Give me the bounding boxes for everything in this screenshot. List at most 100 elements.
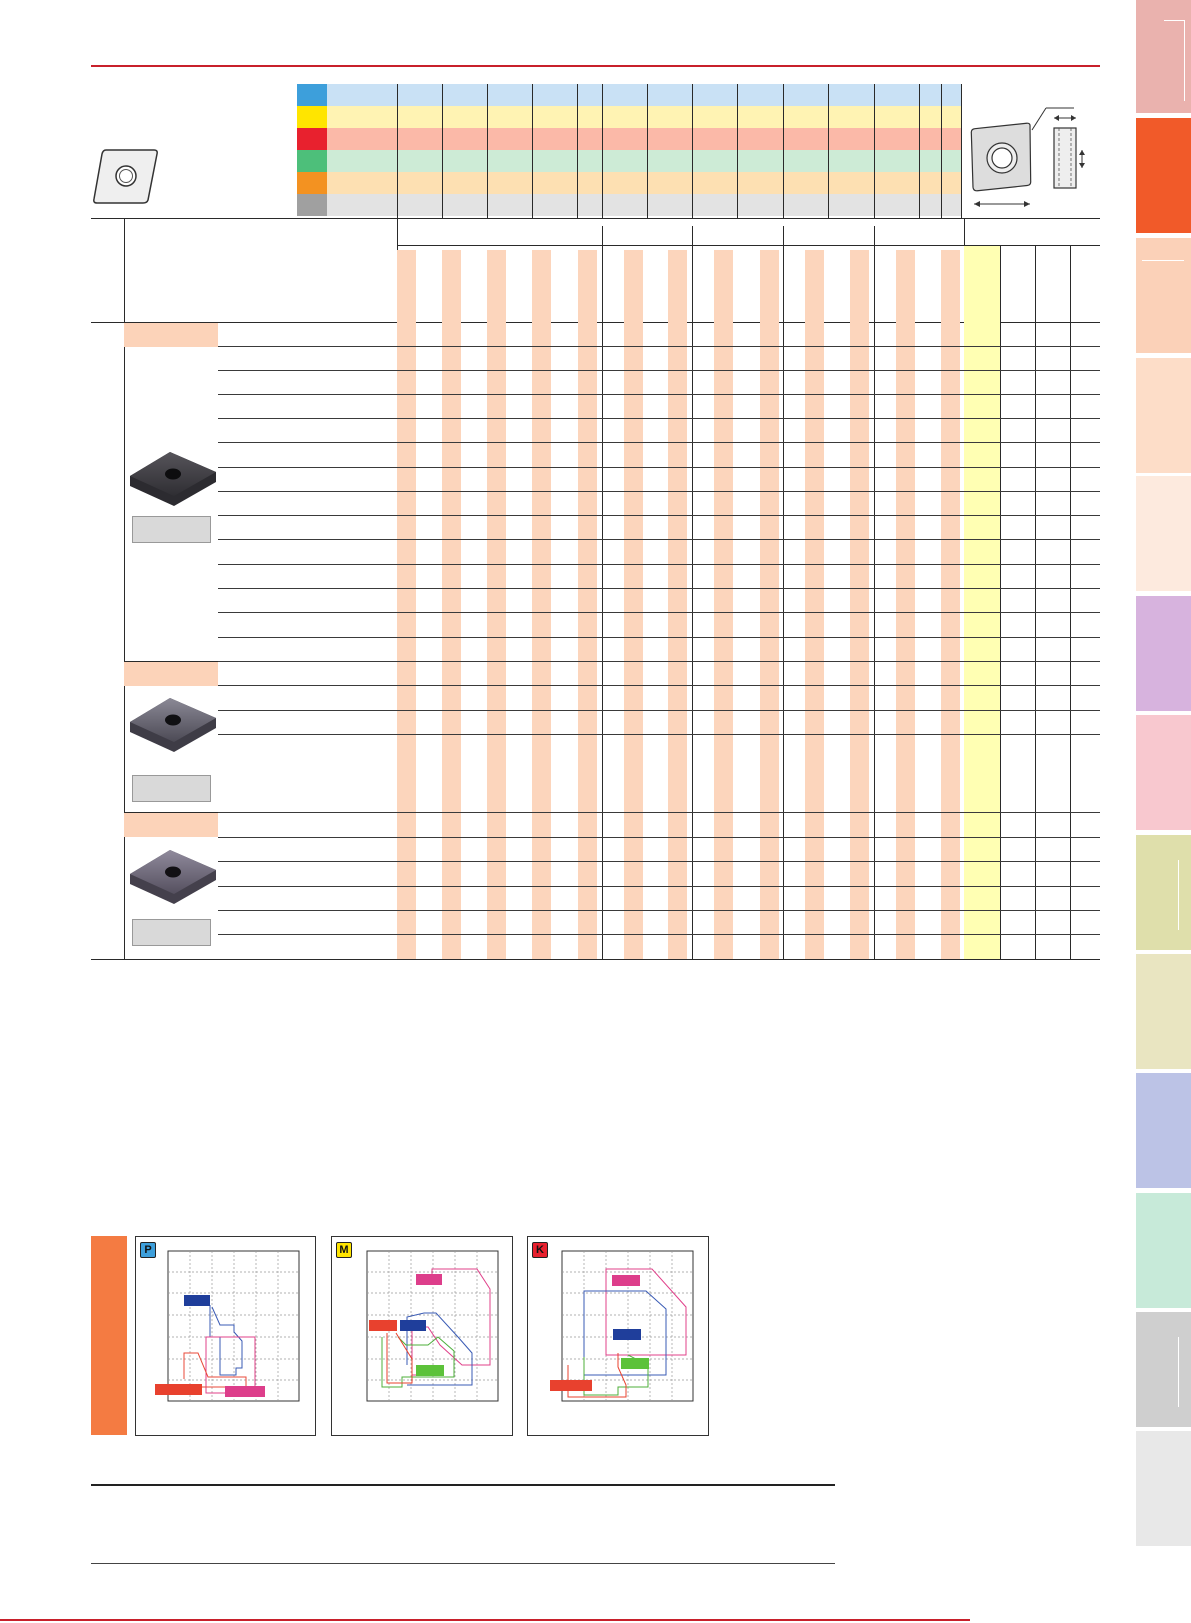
table-group-top-rule [397, 245, 1100, 246]
table-row-line [218, 661, 1100, 662]
grade-stripe [487, 250, 506, 959]
range-label-red [550, 1380, 592, 1391]
range-label-green [416, 1365, 444, 1376]
group-header-3 [124, 813, 218, 837]
index-tab-2[interactable] [1136, 118, 1191, 233]
material-row-s [297, 172, 961, 194]
table-row-line [218, 612, 1100, 613]
range-label-blue [400, 1320, 426, 1331]
index-tab-10[interactable] [1136, 1073, 1191, 1188]
range-label-green [621, 1358, 649, 1369]
material-swatch-m [297, 106, 327, 128]
table-row-line [218, 442, 1100, 443]
index-tab-12[interactable] [1136, 1312, 1191, 1427]
footnote-bottom-rule [91, 1563, 835, 1564]
footnote-top-rule [91, 1484, 835, 1486]
dim-col-border-1 [1000, 246, 1001, 959]
material-swatch-p [297, 84, 327, 106]
material-row-k [297, 128, 961, 150]
index-tab-4[interactable] [1136, 358, 1191, 473]
group-header-2 [124, 662, 218, 686]
negative-insert-photo-icon [130, 452, 216, 506]
table-row-line [218, 467, 1100, 468]
table-row-line [218, 564, 1100, 565]
table-row-line [218, 588, 1100, 589]
material-badge-k: K [532, 1242, 548, 1258]
table-row-line [218, 910, 1100, 911]
material-swatch-k [297, 128, 327, 150]
table-row-line [218, 734, 1100, 735]
index-tab-9[interactable] [1136, 954, 1191, 1069]
range-label-blue [184, 1295, 210, 1306]
table-bottom-rule [91, 959, 1100, 960]
application-range-plot [366, 1250, 499, 1402]
index-tab-7[interactable] [1136, 715, 1191, 830]
index-tab-8[interactable] [1136, 835, 1191, 950]
index-tab-3[interactable] [1136, 238, 1191, 353]
table-group-border-3 [783, 226, 784, 959]
material-row-h [297, 194, 961, 216]
table-row-line [218, 861, 1100, 862]
table-row-line [218, 812, 1100, 813]
table-row-line [218, 710, 1100, 711]
table-row-line [218, 346, 1100, 347]
material-swatch-n [297, 150, 327, 172]
grade-stripe [578, 250, 597, 959]
grade-stripe [850, 250, 869, 959]
material-swatch-s [297, 172, 327, 194]
index-tab-5[interactable] [1136, 476, 1191, 591]
table-row-line [218, 370, 1100, 371]
application-section-bar [91, 1236, 127, 1435]
group-separator [124, 812, 218, 813]
material-row-m [297, 106, 961, 128]
material-color-rows [297, 84, 961, 218]
range-label-magenta [416, 1274, 442, 1285]
index-tab-1-marker [1164, 20, 1185, 101]
yellow-dimension-column [964, 246, 1000, 959]
grade-stripe [624, 250, 643, 959]
dim-col-border-2 [1035, 246, 1036, 959]
table-group-border-2 [692, 226, 693, 959]
application-chart-p: P [135, 1236, 316, 1436]
range-label-red [155, 1384, 202, 1395]
grade-stripe [896, 250, 915, 959]
grade-stripe [805, 250, 824, 959]
table-group-border-1 [602, 226, 603, 959]
table-row-line [218, 539, 1100, 540]
grade-stripe [714, 250, 733, 959]
material-badge-p: P [140, 1242, 156, 1258]
grade-stripe [442, 250, 461, 959]
grade-stripe [760, 250, 779, 959]
table-group-border-4 [874, 226, 875, 959]
table-row-line [218, 685, 1100, 686]
index-tab-1[interactable] [1136, 0, 1191, 113]
index-tab-13[interactable] [1136, 1431, 1191, 1546]
index-tab-3-marker [1142, 260, 1184, 261]
bottom-rule [0, 1619, 970, 1621]
negative-insert-photo-icon [130, 850, 216, 904]
header-column-dividers [397, 84, 962, 218]
application-chart-m: M [331, 1236, 513, 1436]
material-band-m [327, 106, 961, 128]
negative-insert-photo-icon [130, 698, 216, 752]
group-header-1 [124, 323, 218, 347]
grade-stripe [397, 250, 416, 959]
material-row-n [297, 150, 961, 172]
material-band-k [327, 128, 961, 150]
table-row-line [218, 637, 1100, 638]
index-tab-11[interactable] [1136, 1193, 1191, 1308]
index-tab-12-marker [1178, 1337, 1179, 1407]
dimension-diagram-icon [970, 107, 1085, 207]
group-separator [124, 661, 218, 662]
table-row-line [218, 934, 1100, 935]
index-tab-6[interactable] [1136, 596, 1191, 711]
grade-label-plate [132, 919, 211, 946]
material-row-p [297, 84, 961, 106]
material-band-h [327, 194, 961, 216]
material-badge-m: M [336, 1242, 352, 1258]
application-range-plot [167, 1250, 300, 1402]
range-label-magenta [612, 1275, 640, 1286]
table-left-border [124, 218, 125, 959]
dim-col-border-3 [1070, 246, 1071, 959]
table-row-line [218, 886, 1100, 887]
